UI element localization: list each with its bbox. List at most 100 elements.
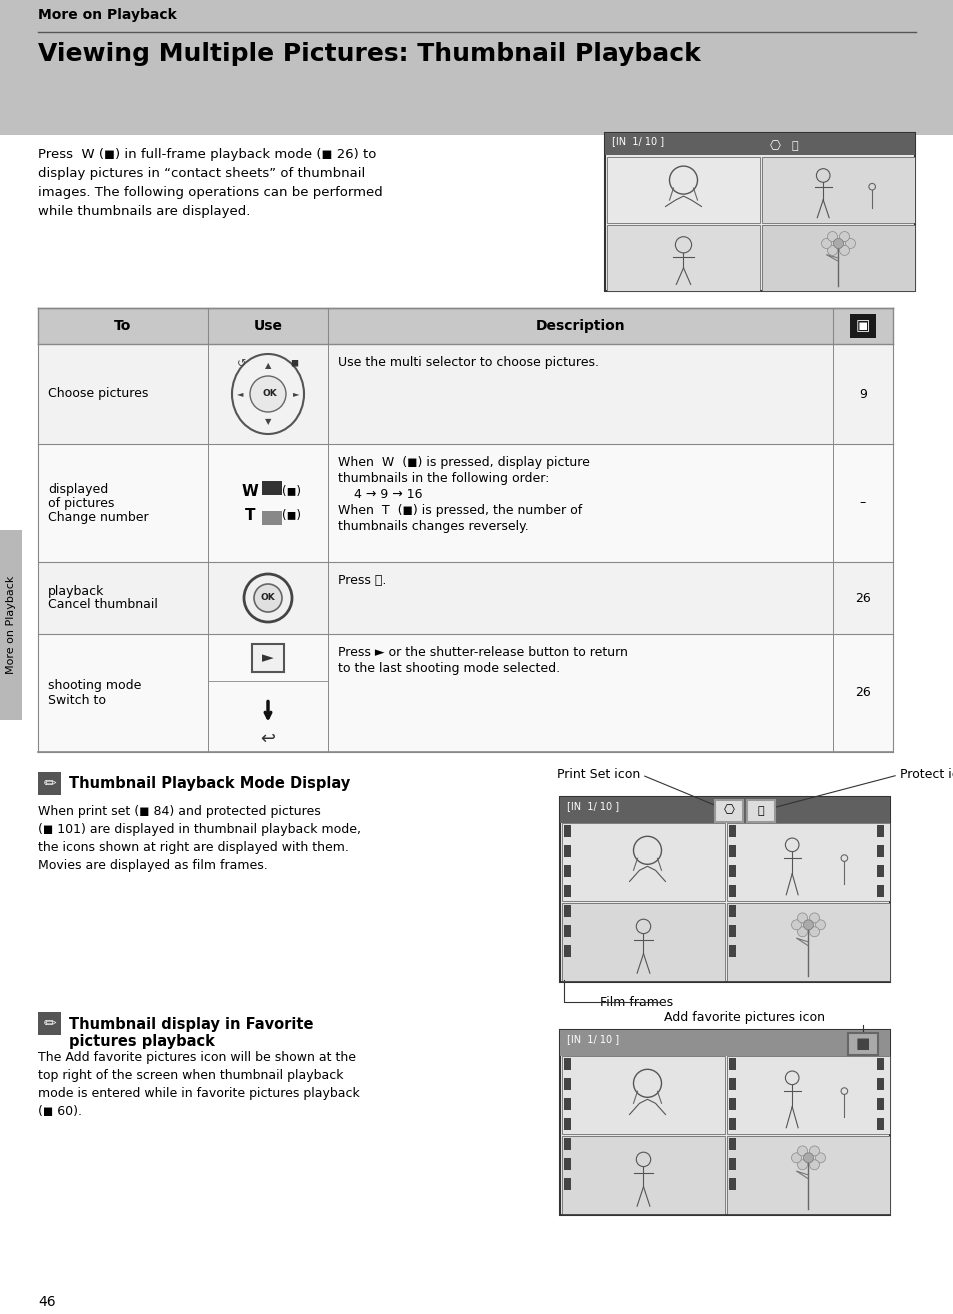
Bar [876,845,883,857]
Text: Press Ⓞ.: Press Ⓞ. [337,574,386,587]
Text: Choose pictures: Choose pictures [48,388,149,401]
Text: Cancel thumbnail: Cancel thumbnail [48,598,157,611]
Bar [726,1056,889,1134]
Text: 46: 46 [38,1296,55,1309]
Bar [728,865,735,876]
Bar [847,1033,877,1055]
Bar [728,1118,735,1130]
Bar [726,823,889,901]
Text: [IN  1/ 10 ]: [IN 1/ 10 ] [612,137,663,146]
Circle shape [809,926,819,937]
Bar [728,925,735,937]
Circle shape [802,920,813,930]
Text: OK: OK [260,594,275,603]
Bar [559,798,889,823]
Text: T: T [245,507,255,523]
Text: ▲: ▲ [265,361,271,371]
Circle shape [250,376,286,413]
Text: playback: playback [48,585,104,598]
Bar [604,133,914,290]
Circle shape [815,1152,824,1163]
Text: Switch to: Switch to [48,694,106,707]
Text: ↺: ↺ [237,359,247,369]
Bar [563,865,571,876]
Bar [714,800,742,823]
Bar [761,225,914,290]
Bar [876,1099,883,1110]
Bar [726,1056,889,1134]
Text: displayed: displayed [48,482,108,495]
Circle shape [802,1152,813,1163]
Bar [38,307,892,344]
Bar [876,1058,883,1070]
Text: thumbnails changes reversely.: thumbnails changes reversely. [337,520,528,533]
Text: Ⓞ: Ⓞ [757,805,763,816]
Circle shape [791,920,801,930]
Text: Use: Use [253,319,282,332]
Text: ↩: ↩ [260,729,275,748]
Circle shape [844,238,855,248]
Bar [561,903,724,982]
Bar [0,530,22,720]
Bar [563,925,571,937]
Bar [563,825,571,837]
Text: [IN  1/ 10 ]: [IN 1/ 10 ] [566,802,618,811]
Text: Thumbnail display in Favorite: Thumbnail display in Favorite [69,1017,314,1031]
Circle shape [809,913,819,922]
Text: Description: Description [536,319,624,332]
Bar [563,1099,571,1110]
Text: (◼ 60).: (◼ 60). [38,1105,82,1118]
Text: mode is entered while in favorite pictures playback: mode is entered while in favorite pictur… [38,1087,359,1100]
Bar [728,1177,735,1190]
Text: ▼: ▼ [265,418,271,427]
Circle shape [791,1152,801,1163]
Text: (◼): (◼) [282,509,301,522]
Bar [728,1099,735,1110]
Text: to the last shooting mode selected.: to the last shooting mode selected. [337,662,559,675]
Text: 9: 9 [858,388,866,401]
Text: When print set (◼ 84) and protected pictures: When print set (◼ 84) and protected pict… [38,805,320,819]
Text: ►: ► [262,650,274,665]
Text: W: W [241,484,258,498]
Circle shape [826,231,837,242]
Bar [563,1138,571,1150]
Circle shape [253,583,282,612]
Text: Change number: Change number [48,511,149,523]
Bar [563,1077,571,1091]
Text: ▣: ▣ [855,318,869,334]
Bar [559,1030,889,1215]
Circle shape [809,1146,819,1156]
Text: OK: OK [262,389,277,398]
Bar [726,1137,889,1214]
Bar [38,444,892,562]
Text: Use the multi selector to choose pictures.: Use the multi selector to choose picture… [337,356,598,369]
Bar [38,773,61,795]
Text: Add favorite pictures icon: Add favorite pictures icon [664,1010,824,1024]
Bar [561,1056,724,1134]
Bar [876,1118,883,1130]
Circle shape [839,231,848,242]
Bar [252,644,284,671]
Text: display pictures in “contact sheets” of thumbnail: display pictures in “contact sheets” of … [38,167,365,180]
Circle shape [244,574,292,622]
Bar [38,633,892,752]
Text: ⎔: ⎔ [769,139,780,152]
Bar [262,511,282,526]
Text: images. The following operations can be performed: images. The following operations can be … [38,187,382,198]
Bar [728,886,735,897]
Text: ⎔: ⎔ [722,804,734,817]
Bar [728,845,735,857]
Bar [728,825,735,837]
Text: –: – [859,497,865,510]
Bar [606,156,760,223]
Text: the icons shown at right are displayed with them.: the icons shown at right are displayed w… [38,841,349,854]
Bar [726,1137,889,1214]
Bar [561,1137,724,1214]
Bar [728,1138,735,1150]
Text: More on Playback: More on Playback [38,8,176,22]
Text: ✏: ✏ [43,777,56,791]
Text: shooting mode: shooting mode [48,679,141,692]
Text: while thumbnails are displayed.: while thumbnails are displayed. [38,205,250,218]
Circle shape [797,913,806,922]
Text: 26: 26 [854,591,870,604]
